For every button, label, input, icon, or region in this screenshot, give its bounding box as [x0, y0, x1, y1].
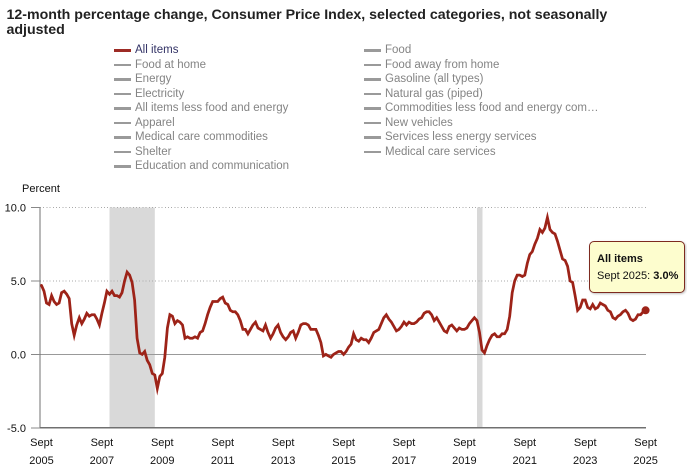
svg-text:2013: 2013: [271, 455, 295, 467]
svg-text:Percent: Percent: [22, 183, 60, 195]
svg-text:5.0: 5.0: [11, 276, 26, 288]
svg-text:2007: 2007: [90, 455, 114, 467]
svg-text:Sept: Sept: [151, 437, 174, 449]
svg-text:2009: 2009: [150, 455, 174, 467]
svg-text:Sept: Sept: [453, 437, 476, 449]
svg-text:Sept: Sept: [634, 437, 657, 449]
svg-text:2019: 2019: [452, 455, 476, 467]
svg-text:Sept: Sept: [393, 437, 416, 449]
svg-text:Sept: Sept: [272, 437, 295, 449]
svg-text:0.0: 0.0: [11, 349, 26, 361]
svg-text:2017: 2017: [392, 455, 416, 467]
svg-text:2025: 2025: [633, 455, 657, 467]
svg-text:-5.0: -5.0: [7, 423, 26, 435]
svg-text:10.0: 10.0: [5, 203, 26, 215]
svg-text:2005: 2005: [29, 455, 53, 467]
svg-text:2021: 2021: [513, 455, 537, 467]
svg-text:2023: 2023: [573, 455, 597, 467]
svg-text:2015: 2015: [331, 455, 355, 467]
svg-text:Sept: Sept: [574, 437, 597, 449]
svg-text:Sept: Sept: [211, 437, 234, 449]
svg-text:Sept: Sept: [332, 437, 355, 449]
svg-text:Sept: Sept: [513, 437, 536, 449]
svg-text:Sept: Sept: [30, 437, 53, 449]
svg-text:Sept: Sept: [91, 437, 114, 449]
svg-text:2011: 2011: [211, 455, 235, 467]
